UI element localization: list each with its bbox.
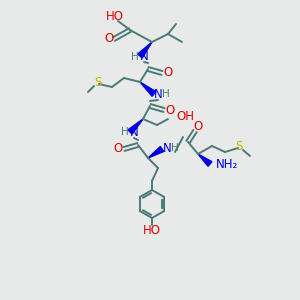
- Text: O: O: [194, 119, 202, 133]
- Polygon shape: [128, 119, 143, 134]
- Text: N: N: [163, 142, 171, 154]
- Polygon shape: [198, 154, 212, 166]
- Text: OH: OH: [176, 110, 194, 122]
- Text: HO: HO: [106, 10, 124, 22]
- Polygon shape: [138, 42, 152, 58]
- Text: H: H: [171, 143, 179, 153]
- Text: NH₂: NH₂: [216, 158, 238, 170]
- Text: O: O: [165, 103, 175, 116]
- Text: H: H: [121, 127, 129, 137]
- Text: S: S: [235, 140, 243, 154]
- Polygon shape: [148, 146, 164, 158]
- Text: O: O: [164, 67, 172, 80]
- Text: N: N: [130, 125, 138, 139]
- Text: O: O: [104, 32, 114, 46]
- Text: H: H: [131, 52, 139, 62]
- Text: N: N: [140, 50, 148, 64]
- Text: O: O: [113, 142, 123, 155]
- Text: HO: HO: [143, 224, 161, 238]
- Text: N: N: [154, 88, 162, 100]
- Polygon shape: [140, 82, 156, 96]
- Text: H: H: [162, 89, 170, 99]
- Text: S: S: [94, 76, 102, 89]
